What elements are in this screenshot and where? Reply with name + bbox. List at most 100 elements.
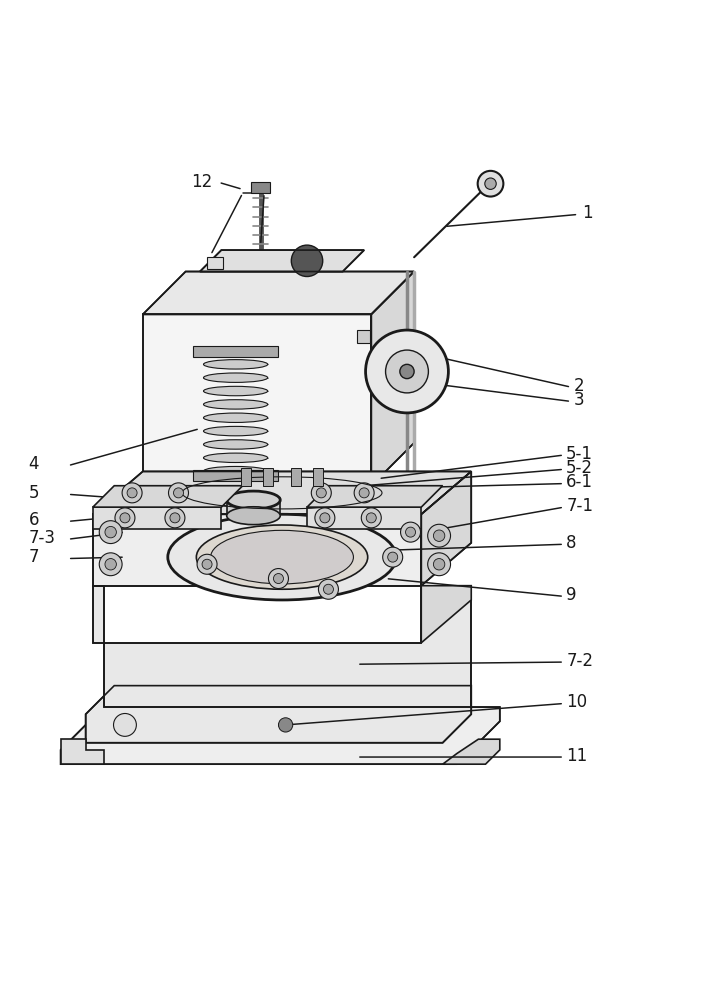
Text: 5-2: 5-2: [566, 459, 593, 477]
Circle shape: [401, 522, 421, 542]
Ellipse shape: [203, 440, 268, 449]
Ellipse shape: [203, 373, 268, 382]
Circle shape: [105, 526, 116, 538]
Text: 4: 4: [29, 455, 39, 473]
Text: 6-1: 6-1: [566, 473, 593, 491]
Polygon shape: [421, 586, 471, 643]
Ellipse shape: [227, 507, 280, 525]
Polygon shape: [93, 471, 471, 514]
Polygon shape: [143, 314, 371, 486]
Polygon shape: [86, 686, 471, 743]
Polygon shape: [307, 486, 443, 507]
Circle shape: [361, 508, 381, 528]
Circle shape: [105, 559, 116, 570]
Circle shape: [485, 178, 496, 189]
Ellipse shape: [203, 386, 268, 396]
Circle shape: [383, 547, 403, 567]
Ellipse shape: [211, 530, 353, 584]
Text: 9: 9: [566, 586, 577, 604]
Polygon shape: [93, 486, 243, 507]
Bar: [251, 182, 270, 193]
Circle shape: [169, 483, 188, 503]
Circle shape: [323, 584, 333, 594]
Circle shape: [120, 513, 130, 523]
Circle shape: [197, 554, 217, 574]
Ellipse shape: [203, 453, 268, 463]
Text: 1: 1: [582, 204, 593, 222]
Bar: [357, 330, 370, 343]
Circle shape: [315, 508, 335, 528]
Polygon shape: [143, 272, 414, 314]
Bar: [193, 470, 278, 481]
Circle shape: [114, 713, 136, 736]
Circle shape: [202, 559, 212, 569]
Polygon shape: [93, 514, 421, 586]
Ellipse shape: [203, 413, 268, 422]
Circle shape: [278, 718, 293, 732]
Circle shape: [311, 483, 331, 503]
Circle shape: [388, 552, 398, 562]
Polygon shape: [371, 272, 414, 486]
Ellipse shape: [203, 426, 268, 436]
Circle shape: [316, 488, 326, 498]
Circle shape: [99, 553, 122, 576]
Circle shape: [366, 513, 376, 523]
Ellipse shape: [196, 525, 368, 589]
Bar: [241, 468, 251, 486]
Circle shape: [428, 553, 451, 576]
Circle shape: [406, 527, 416, 537]
Circle shape: [99, 521, 122, 544]
Ellipse shape: [203, 400, 268, 409]
Circle shape: [122, 483, 142, 503]
Ellipse shape: [227, 491, 280, 509]
Circle shape: [478, 171, 503, 197]
Bar: [291, 468, 301, 486]
Bar: [313, 468, 323, 486]
Circle shape: [354, 483, 374, 503]
Circle shape: [366, 330, 448, 413]
Polygon shape: [443, 739, 500, 764]
Circle shape: [165, 508, 185, 528]
Text: 3: 3: [574, 391, 585, 409]
Circle shape: [433, 530, 445, 541]
Circle shape: [359, 488, 369, 498]
Ellipse shape: [203, 360, 268, 369]
Polygon shape: [200, 250, 364, 272]
Text: 10: 10: [566, 693, 588, 711]
Circle shape: [273, 574, 283, 584]
Circle shape: [291, 245, 323, 277]
Text: 5: 5: [29, 484, 39, 502]
Polygon shape: [93, 507, 221, 529]
Text: 7: 7: [29, 548, 39, 566]
Text: 6: 6: [29, 511, 39, 529]
Ellipse shape: [168, 514, 396, 600]
Circle shape: [115, 508, 135, 528]
Text: 12: 12: [191, 173, 213, 191]
Polygon shape: [307, 507, 421, 529]
Text: 7-3: 7-3: [29, 529, 56, 547]
Circle shape: [318, 579, 338, 599]
Circle shape: [174, 488, 183, 498]
Text: 7-2: 7-2: [566, 652, 593, 670]
Bar: [207, 257, 223, 269]
Circle shape: [433, 559, 445, 570]
Circle shape: [127, 488, 137, 498]
Text: 5-1: 5-1: [566, 445, 593, 463]
Text: 7-1: 7-1: [566, 497, 593, 515]
Text: 8: 8: [566, 534, 577, 552]
Polygon shape: [93, 586, 471, 707]
Circle shape: [170, 513, 180, 523]
Text: 2: 2: [574, 377, 585, 395]
Bar: [227, 498, 280, 516]
Circle shape: [320, 513, 330, 523]
Polygon shape: [61, 739, 104, 764]
Bar: [263, 468, 273, 486]
Bar: [193, 346, 278, 357]
Circle shape: [386, 350, 428, 393]
Text: 11: 11: [566, 747, 588, 765]
Circle shape: [400, 364, 414, 379]
Circle shape: [268, 569, 288, 589]
Polygon shape: [61, 707, 500, 764]
Polygon shape: [421, 471, 471, 586]
Circle shape: [428, 524, 451, 547]
